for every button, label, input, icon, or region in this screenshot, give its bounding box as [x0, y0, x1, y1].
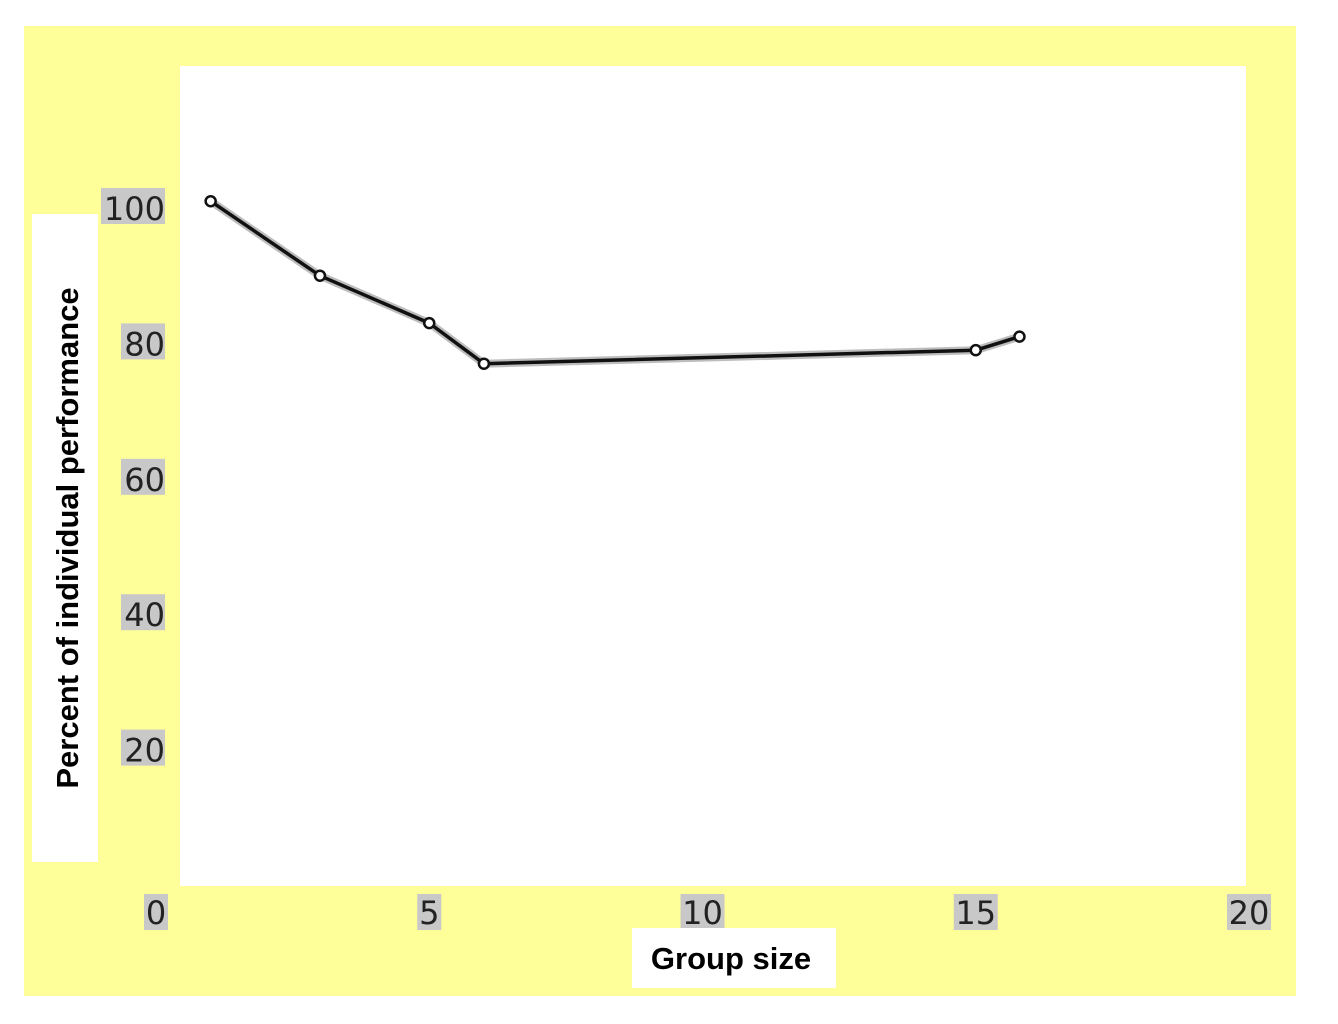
- plot-area: [180, 66, 1246, 886]
- y-tick-bg: [121, 458, 165, 495]
- x-tick-label: 10: [682, 894, 723, 932]
- x-tick-bg: [680, 894, 725, 930]
- y-tick-bg: [121, 323, 165, 360]
- y-axis-title-box: Percent of individual performance: [32, 214, 98, 862]
- x-tick-bg: [953, 894, 998, 930]
- x-tick-labels: 0 5 10 15 20: [144, 894, 1271, 932]
- x-tick-label: 20: [1229, 894, 1270, 932]
- x-tick-bg: [417, 894, 442, 930]
- x-tick-bg: [144, 894, 168, 930]
- data-point: [313, 269, 327, 282]
- y-tick-label: 100: [104, 190, 165, 228]
- y-tick-bg: [101, 188, 165, 224]
- x-tick-label: 15: [955, 894, 996, 932]
- x-axis-title-box: Group size: [632, 928, 836, 988]
- data-point: [969, 343, 982, 357]
- series-layer: [204, 194, 1026, 370]
- series-line: [209, 199, 1021, 366]
- y-axis-title: Percent of individual performance: [50, 287, 85, 788]
- x-tick-label: 0: [146, 894, 166, 932]
- data-point: [423, 316, 436, 330]
- x-tick-bg: [1227, 894, 1271, 930]
- y-tick-label: 20: [124, 732, 165, 770]
- y-tick-label: 60: [124, 461, 165, 499]
- y-tick-label: 80: [124, 325, 165, 363]
- data-point: [204, 194, 217, 208]
- x-axis-title: Group size: [651, 941, 811, 976]
- data-point: [1013, 330, 1026, 343]
- y-tick-labels: 20 40 60 80 100: [101, 188, 165, 770]
- y-tick-label: 40: [124, 596, 165, 634]
- y-tick-bg: [121, 729, 165, 766]
- x-tick-label: 5: [419, 894, 439, 932]
- y-tick-bg: [121, 594, 165, 631]
- data-point: [477, 357, 491, 370]
